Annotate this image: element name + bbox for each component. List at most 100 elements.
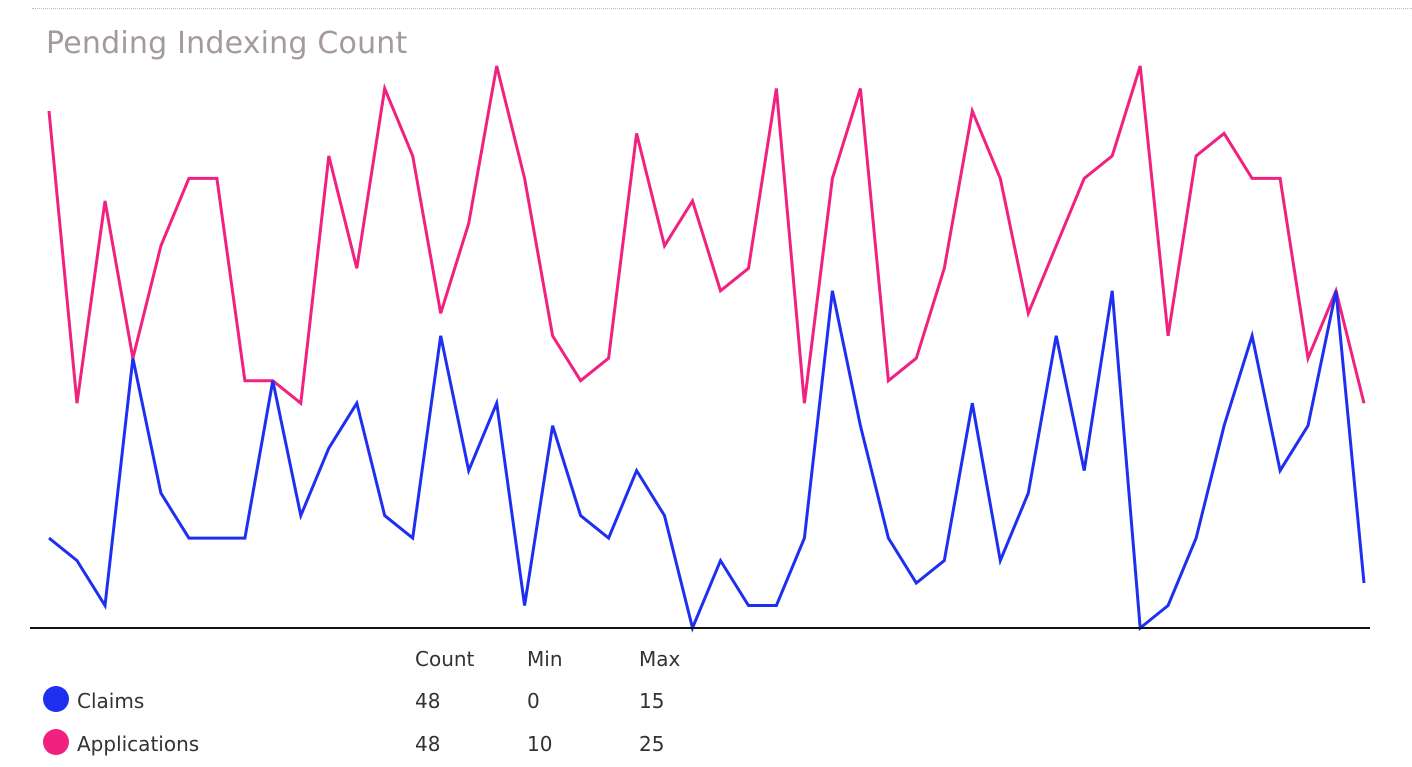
legend-max: 25 xyxy=(639,732,665,756)
applications-data-point[interactable] xyxy=(577,377,585,385)
applications-data-point[interactable] xyxy=(45,107,53,115)
line-chart xyxy=(30,62,1370,633)
claims-data-point[interactable] xyxy=(968,399,976,407)
claims-data-point[interactable] xyxy=(1080,467,1088,475)
applications-data-point[interactable] xyxy=(1220,129,1228,137)
claims-data-point[interactable] xyxy=(1304,422,1312,430)
applications-data-point[interactable] xyxy=(1136,62,1144,70)
applications-data-point[interactable] xyxy=(772,84,780,92)
legend-max: 15 xyxy=(639,689,665,713)
claims-data-point[interactable] xyxy=(912,579,920,587)
applications-data-point[interactable] xyxy=(1024,309,1032,317)
applications-data-point[interactable] xyxy=(353,264,361,272)
claims-data-point[interactable] xyxy=(325,444,333,452)
claims-data-point[interactable] xyxy=(213,534,221,542)
claims-data-point[interactable] xyxy=(577,512,585,520)
applications-data-point[interactable] xyxy=(185,174,193,182)
applications-data-point[interactable] xyxy=(549,332,557,340)
claims-data-point[interactable] xyxy=(157,489,165,497)
legend-header-count: Count xyxy=(415,647,475,671)
claims-data-point[interactable] xyxy=(409,534,417,542)
claims-data-point[interactable] xyxy=(185,534,193,542)
claims-data-point[interactable] xyxy=(884,534,892,542)
applications-data-point[interactable] xyxy=(157,242,165,250)
claims-data-point[interactable] xyxy=(465,467,473,475)
applications-data-point[interactable] xyxy=(1192,152,1200,160)
claims-data-point[interactable] xyxy=(101,602,109,610)
claims-data-point[interactable] xyxy=(605,534,613,542)
applications-data-point[interactable] xyxy=(968,107,976,115)
applications-data-point[interactable] xyxy=(101,197,109,205)
claims-data-point[interactable] xyxy=(1052,332,1060,340)
applications-data-point[interactable] xyxy=(744,264,752,272)
claims-data-point[interactable] xyxy=(661,512,669,520)
applications-data-point[interactable] xyxy=(940,264,948,272)
claims-data-point[interactable] xyxy=(129,354,137,362)
applications-data-point[interactable] xyxy=(465,219,473,227)
applications-data-point[interactable] xyxy=(1276,174,1284,182)
claims-data-point[interactable] xyxy=(772,602,780,610)
applications-data-point[interactable] xyxy=(437,309,445,317)
legend-count: 48 xyxy=(415,689,441,713)
applications-data-point[interactable] xyxy=(521,174,529,182)
claims-data-point[interactable] xyxy=(1108,287,1116,295)
applications-data-point[interactable] xyxy=(1052,242,1060,250)
claims-data-point[interactable] xyxy=(1276,467,1284,475)
claims-data-point[interactable] xyxy=(549,422,557,430)
claims-series-line[interactable] xyxy=(48,290,1366,633)
applications-data-point[interactable] xyxy=(912,354,920,362)
claims-data-point[interactable] xyxy=(381,512,389,520)
claims-data-point[interactable] xyxy=(800,534,808,542)
applications-data-point[interactable] xyxy=(1360,399,1368,407)
claims-data-point[interactable] xyxy=(521,602,529,610)
applications-data-point[interactable] xyxy=(241,377,249,385)
applications-data-point[interactable] xyxy=(493,62,501,70)
applications-data-point[interactable] xyxy=(689,197,697,205)
applications-data-point[interactable] xyxy=(325,152,333,160)
claims-data-point[interactable] xyxy=(269,377,277,385)
chart-title: Pending Indexing Count xyxy=(46,26,408,61)
applications-data-point[interactable] xyxy=(213,174,221,182)
applications-data-point[interactable] xyxy=(884,377,892,385)
applications-series-line[interactable] xyxy=(47,65,1366,407)
claims-data-point[interactable] xyxy=(1220,422,1228,430)
claims-data-point[interactable] xyxy=(1332,287,1340,295)
applications-data-point[interactable] xyxy=(297,399,305,407)
applications-data-point[interactable] xyxy=(661,242,669,250)
claims-data-point[interactable] xyxy=(353,399,361,407)
applications-data-point[interactable] xyxy=(73,399,81,407)
applications-data-point[interactable] xyxy=(996,174,1004,182)
claims-data-point[interactable] xyxy=(1248,332,1256,340)
claims-data-point[interactable] xyxy=(633,467,641,475)
applications-data-point[interactable] xyxy=(1164,332,1172,340)
claims-data-point[interactable] xyxy=(1164,602,1172,610)
applications-data-point[interactable] xyxy=(1080,174,1088,182)
claims-data-point[interactable] xyxy=(1360,579,1368,587)
claims-data-point[interactable] xyxy=(940,557,948,565)
applications-data-point[interactable] xyxy=(856,84,864,92)
claims-data-point[interactable] xyxy=(1192,534,1200,542)
claims-data-point[interactable] xyxy=(297,512,305,520)
claims-data-point[interactable] xyxy=(45,534,53,542)
claims-data-point[interactable] xyxy=(437,332,445,340)
claims-data-point[interactable] xyxy=(241,534,249,542)
claims-data-point[interactable] xyxy=(1024,489,1032,497)
applications-data-point[interactable] xyxy=(1108,152,1116,160)
applications-data-point[interactable] xyxy=(716,287,724,295)
applications-data-point[interactable] xyxy=(800,399,808,407)
claims-data-point[interactable] xyxy=(493,399,501,407)
applications-data-point[interactable] xyxy=(828,174,836,182)
claims-data-point[interactable] xyxy=(856,422,864,430)
applications-data-point[interactable] xyxy=(409,152,417,160)
claims-data-point[interactable] xyxy=(716,557,724,565)
claims-data-point[interactable] xyxy=(73,557,81,565)
applications-data-point[interactable] xyxy=(633,129,641,137)
applications-data-point[interactable] xyxy=(605,354,613,362)
applications-legend-dot xyxy=(43,729,69,755)
claims-data-point[interactable] xyxy=(996,557,1004,565)
claims-data-point[interactable] xyxy=(744,602,752,610)
applications-data-point[interactable] xyxy=(1248,174,1256,182)
claims-data-point[interactable] xyxy=(828,287,836,295)
applications-data-point[interactable] xyxy=(1304,354,1312,362)
applications-data-point[interactable] xyxy=(381,84,389,92)
